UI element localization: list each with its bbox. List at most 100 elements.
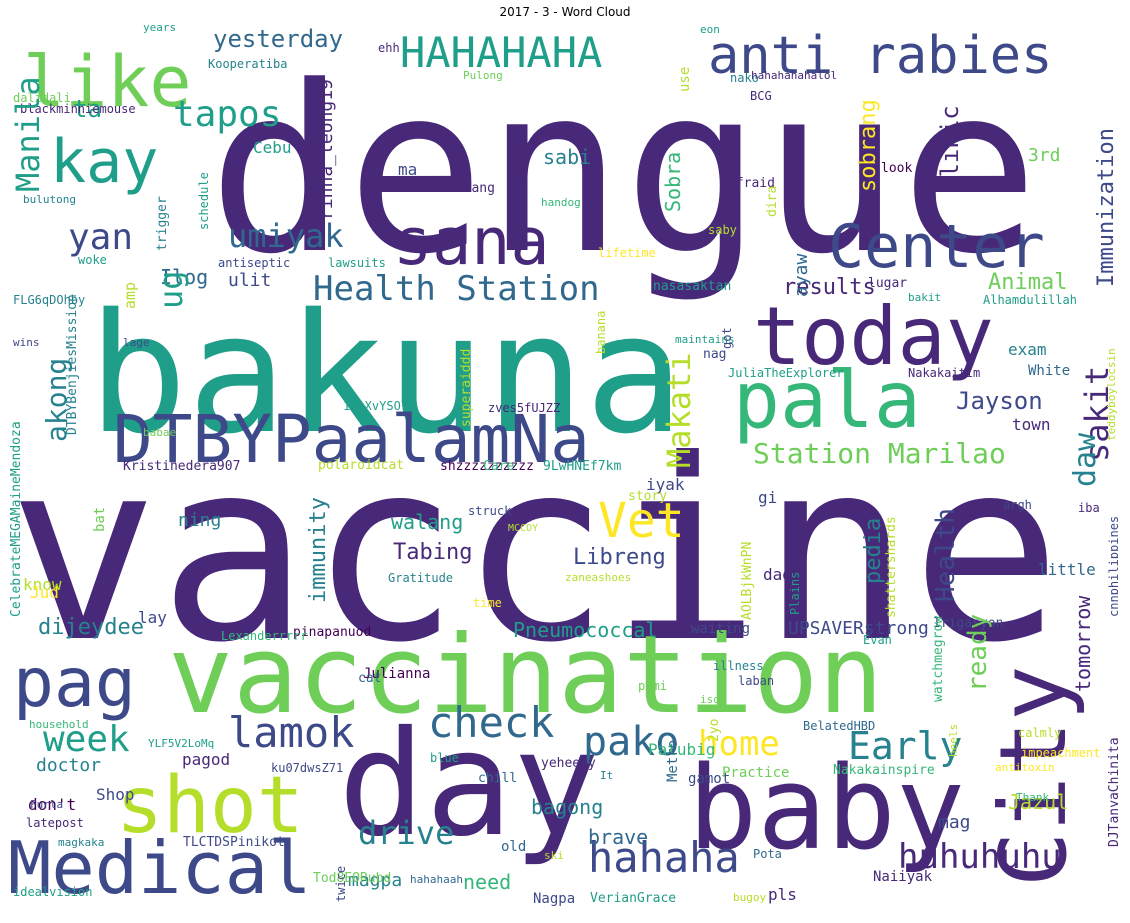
- word-umiyak: umiyak: [228, 217, 344, 255]
- word-town: town: [1012, 415, 1051, 434]
- word-exam: exam: [1008, 340, 1047, 359]
- word-2yo: 2yo: [707, 718, 722, 742]
- word-care: Care: [483, 459, 515, 474]
- word-nakakaitim: Nakakaitim: [908, 366, 981, 380]
- word-trigger: trigger: [155, 196, 170, 251]
- word-hahaha: hahaha: [588, 833, 740, 882]
- word-blackminniemouse: blackminniemouse: [20, 102, 136, 116]
- word-bat: bat: [92, 506, 108, 532]
- word-ta: ta: [73, 95, 102, 123]
- word-idealvision: idealvision: [13, 885, 93, 899]
- word-sobrang: sobrang: [856, 99, 881, 192]
- word-drive: drive: [358, 814, 455, 852]
- word-dtbybenjiesmission: DTBYBenjiesMission: [65, 294, 80, 435]
- word-tapos: tapos: [173, 94, 282, 135]
- word-pota: Pota: [753, 847, 782, 861]
- word-gamot: gamot: [688, 771, 731, 787]
- word-use: use: [677, 66, 693, 92]
- word-health-station: Health Station: [313, 269, 600, 309]
- word-amp: amp: [121, 281, 139, 309]
- word-shattershards: shattershards: [884, 516, 899, 618]
- word-blue: blue: [430, 751, 459, 765]
- word-mag: mag: [938, 812, 971, 833]
- word-lawsuits: lawsuits: [328, 256, 386, 270]
- word-vet: Vet: [598, 493, 685, 549]
- word-pagod: pagod: [182, 750, 231, 769]
- word-need: need: [463, 870, 512, 894]
- word-chill: chill: [478, 771, 518, 786]
- word-9lwhnef7km: 9LwHNEf7km: [543, 459, 622, 474]
- word-lexanderrrrr: Lexanderrrrr: [221, 629, 308, 643]
- word-bugoy: bugoy: [733, 891, 767, 904]
- word-ehh: ehh: [378, 41, 400, 55]
- word-gratitude: Gratitude: [388, 571, 454, 585]
- word-laban: laban: [738, 674, 775, 688]
- word-dira: dira: [765, 185, 780, 217]
- word-sabi: sabi: [543, 145, 592, 169]
- word-jazul: Jazul: [1008, 790, 1069, 814]
- word-white: White: [1028, 363, 1071, 379]
- word-iba: iba: [1078, 501, 1100, 515]
- word-kristinedera907: Kristinedera907: [123, 459, 241, 474]
- word-hahahahahalol: hahahahahalol: [751, 69, 838, 82]
- word-wins: wins: [13, 336, 40, 349]
- word-bakuna: bakuna: [88, 278, 685, 470]
- word-flg6qdohby: FLG6qDOhby: [13, 293, 86, 307]
- word-yesterday: yesterday: [213, 25, 344, 53]
- word-bagong: bagong: [531, 795, 604, 819]
- word-don-t: don't: [28, 795, 77, 814]
- word-nagpa: Nagpa: [533, 891, 576, 907]
- word-metro: Metro: [665, 739, 681, 782]
- word-dtbypaalamna: DTBYPaalamNa: [113, 401, 590, 478]
- word-impeachment: impeachment: [1021, 746, 1101, 760]
- word-jayson: Jayson: [956, 387, 1043, 415]
- word-know: know: [23, 575, 62, 594]
- word-zves5fujzz: zves5fUJZZ: [488, 401, 561, 415]
- word-yan: yan: [68, 217, 134, 258]
- word-plains: Plains: [788, 571, 802, 615]
- word-brave: brave: [588, 825, 649, 849]
- word-check: check: [428, 698, 555, 747]
- word-tomorrow: tomorrow: [1071, 595, 1095, 692]
- word-latepost: latepost: [26, 816, 84, 830]
- word-yeheeey: yeheeey: [541, 756, 596, 771]
- word-tabing: Tabing: [393, 540, 473, 565]
- word-alhamdulillah: Alhamdulillah: [983, 293, 1077, 307]
- word-manila: Manila: [9, 76, 47, 192]
- word-bakit: bakit: [908, 291, 942, 304]
- word-pulong: Pulong: [463, 69, 503, 82]
- word-magkaka: magkaka: [58, 836, 105, 849]
- word-habang: habang: [448, 181, 495, 196]
- word-naiiyak: Naiiyak: [873, 869, 933, 885]
- word-huhuhuhu: huhuhuhu: [898, 837, 1062, 877]
- word-got: got: [720, 327, 734, 349]
- word-lage: lage: [123, 336, 150, 349]
- word-baby: baby: [688, 742, 965, 876]
- word-upsaverstrong: UPSAVERstrong: [788, 618, 929, 639]
- word-calmly: calmly: [1018, 726, 1062, 740]
- word-pls: pls: [768, 885, 797, 904]
- word-gi: gi: [758, 488, 778, 507]
- word-lugar: lugar: [868, 276, 908, 291]
- word-nako: nako: [730, 71, 759, 85]
- word-pako: pako: [583, 719, 680, 765]
- word-animal: Animal: [988, 270, 1068, 295]
- word-celebratemegamainemendoza: CelebrateMEGAMaineMendoza: [9, 421, 24, 617]
- word-cebu: Cebu: [253, 138, 292, 157]
- word-look: look: [881, 161, 913, 176]
- word-immunization: Immunization: [1094, 128, 1118, 287]
- word-banana: banana: [594, 310, 608, 354]
- word-week: week: [43, 719, 130, 760]
- word-kay: kay: [50, 127, 159, 197]
- word-jud: Jud: [30, 583, 59, 602]
- word-pami: pami: [638, 679, 667, 693]
- word-pag: pag: [13, 644, 136, 723]
- word-furla: Furla: [30, 798, 64, 811]
- word-early: Early: [848, 724, 963, 768]
- word-cloud: dengue vaccine bakuna vaccination day baby sho…: [8, 22, 1118, 915]
- word-results: results: [783, 275, 876, 300]
- chart-title: 2017 - 3 - Word Cloud: [499, 5, 631, 19]
- word-home: home: [698, 724, 780, 764]
- word-like: like: [23, 41, 192, 123]
- word-belatedhbd: BelatedHBD: [803, 719, 876, 733]
